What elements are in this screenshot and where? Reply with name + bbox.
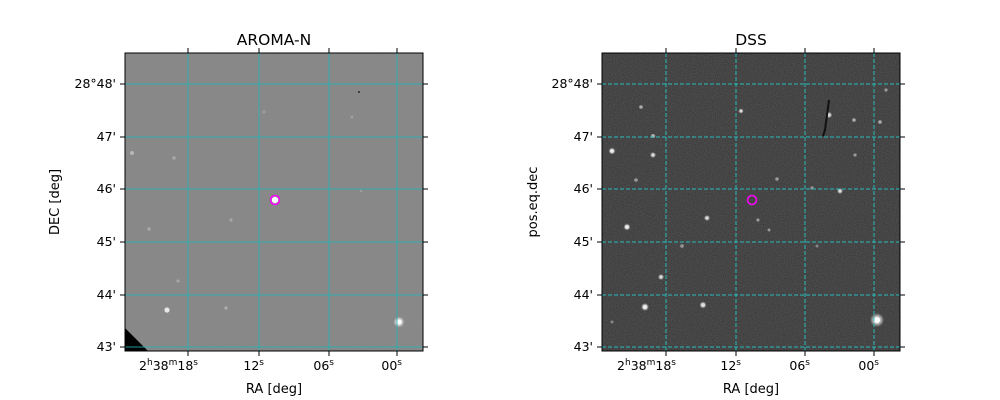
sky-image — [602, 53, 900, 351]
coordinate-grid — [125, 53, 423, 351]
dec-tick-label: 46' — [574, 181, 593, 196]
dec-tick-labels: 28°48' 47' 46' 45' 44' 43' — [552, 76, 594, 354]
panel-dss: DSS — [526, 31, 905, 397]
coordinate-grid — [602, 53, 900, 351]
target-marker — [746, 194, 758, 206]
tick-marks — [597, 48, 905, 356]
y-axis-label: DEC [deg] — [48, 169, 63, 235]
axes-frame — [124, 52, 424, 352]
panel-title: DSS — [735, 31, 767, 49]
ra-tick-label: 06s — [313, 358, 334, 373]
ra-tick-label: 00s — [381, 358, 402, 373]
target-marker — [269, 194, 281, 206]
panel-title: AROMA-N — [237, 31, 311, 49]
ra-tick-label: 00s — [858, 358, 879, 373]
y-axis-label: pos.eq.dec — [526, 167, 541, 238]
dec-tick-label: 47' — [97, 129, 116, 144]
axes-frame — [601, 52, 901, 352]
ra-tick-label: 06s — [789, 358, 810, 373]
panel-aroma-n: AROMA-N — [48, 31, 428, 397]
ra-tick-label: 2h38m18s — [139, 358, 198, 373]
ra-tick-labels: 2h38m18s 12s 06s 00s — [139, 358, 402, 373]
ra-tick-label: 12s — [720, 358, 741, 373]
x-axis-label: RA [deg] — [723, 382, 779, 397]
dec-tick-labels: 28°48' 47' 46' 45' 44' 43' — [75, 76, 117, 354]
dec-tick-label: 46' — [97, 181, 116, 196]
x-axis-label: RA [deg] — [246, 382, 302, 397]
dec-tick-label: 44' — [574, 287, 593, 302]
dec-tick-label: 45' — [574, 234, 593, 249]
tick-marks — [120, 48, 428, 356]
dec-tick-label: 28°48' — [552, 76, 594, 91]
dec-tick-label: 28°48' — [75, 76, 117, 91]
sky-image — [125, 53, 423, 351]
dec-tick-label: 45' — [97, 234, 116, 249]
dec-tick-label: 44' — [97, 287, 116, 302]
dec-tick-label: 43' — [97, 339, 116, 354]
ra-tick-label: 2h38m18s — [617, 358, 676, 373]
star-field — [608, 88, 888, 327]
ra-tick-label: 12s — [243, 358, 264, 373]
dec-tick-label: 47' — [574, 129, 593, 144]
ra-tick-labels: 2h38m18s 12s 06s 00s — [617, 358, 879, 373]
dec-tick-label: 43' — [574, 339, 593, 354]
star-field — [130, 91, 405, 328]
